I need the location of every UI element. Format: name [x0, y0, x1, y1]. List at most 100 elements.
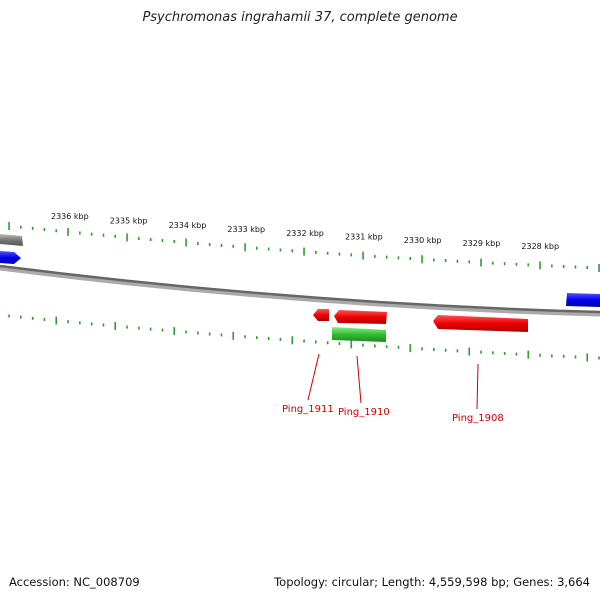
lower-scale-minor-tick	[208, 332, 211, 336]
gene-label-ping-1911[interactable]: Ping_1911	[282, 404, 334, 415]
lower-scale-minor-tick	[326, 341, 329, 345]
lower-scale-minor-tick	[79, 321, 81, 325]
upper-scale-minor-tick	[374, 254, 376, 258]
lower-scale-minor-tick	[480, 350, 482, 354]
lower-scale-minor-tick	[256, 336, 258, 340]
leader-line-ping-1910	[356, 355, 362, 404]
upper-scale-major-tick	[126, 233, 128, 242]
gene-arrow-ping-1908[interactable]	[433, 315, 528, 332]
lower-scale-minor-tick	[362, 343, 364, 347]
lower-scale-minor-tick	[161, 328, 164, 332]
upper-scale-major-tick	[480, 258, 482, 267]
upper-scale-minor-tick	[291, 249, 294, 253]
gene-label-ping-1910[interactable]: Ping_1910	[338, 407, 390, 418]
leader-line-ping-1911	[307, 353, 320, 401]
accession-label: Accession: NC_008709	[9, 575, 140, 589]
upper-scale-minor-tick	[90, 232, 93, 236]
upper-scale-major-tick	[8, 222, 10, 230]
upper-scale-minor-tick	[43, 228, 46, 232]
upper-scale-minor-tick	[55, 229, 58, 233]
upper-scale-minor-tick	[574, 265, 577, 269]
lower-scale-minor-tick	[456, 349, 459, 353]
gene-arrow-ping-1910[interactable]	[334, 310, 387, 324]
lower-scale-minor-tick	[539, 353, 541, 357]
upper-scale-major-tick	[244, 243, 246, 252]
genome-summary: Topology: circular; Length: 4,559,598 bp…	[274, 575, 590, 589]
upper-scale-minor-tick	[338, 252, 341, 256]
upper-scale-minor-tick	[138, 236, 140, 240]
lower-scale-major-tick	[527, 350, 530, 359]
lower-scale-minor-tick	[492, 351, 494, 355]
upper-scale-minor-tick	[444, 259, 447, 263]
upper-scale-minor-tick	[161, 239, 164, 243]
gene-arrow-blue-left[interactable]	[0, 251, 21, 264]
gene-label-ping-1908[interactable]: Ping_1908	[452, 413, 504, 424]
upper-scale-minor-tick	[267, 247, 270, 251]
kbp-scale-labels: 2336 kbp 2335 kbp 2334 kbp 2333 kbp 2332 kbp…	[51, 212, 559, 251]
lower-scale-major-tick	[586, 353, 589, 362]
upper-scale-major-tick	[598, 263, 600, 272]
upper-scale-major-tick	[421, 255, 423, 264]
lower-scale-minor-tick	[279, 337, 282, 341]
upper-scale-minor-tick	[279, 248, 282, 252]
upper-scale-minor-tick	[79, 231, 81, 235]
kbp-label: 2334 kbp	[169, 221, 207, 230]
lower-scale-minor-tick	[574, 355, 577, 359]
lower-scale-major-tick	[291, 336, 294, 345]
upper-scale-minor-tick	[114, 234, 117, 238]
upper-scale-minor-tick	[456, 259, 459, 263]
upper-scale-minor-tick	[562, 264, 565, 268]
lower-scale-major-tick	[173, 327, 176, 336]
lower-scale-major-tick	[55, 316, 58, 325]
gene-arrow-green-reverse[interactable]	[332, 327, 386, 342]
upper-scale-minor-tick	[515, 262, 518, 266]
lower-scale-major-tick	[114, 322, 117, 331]
lower-scale-major-tick	[409, 344, 412, 353]
kbp-label: 2329 kbp	[463, 239, 501, 248]
genome-backbone	[0, 264, 600, 314]
lower-scale-major-tick	[350, 340, 353, 349]
gene-arrow-ping-1911[interactable]	[313, 309, 329, 321]
lower-scale-minor-tick	[220, 333, 223, 337]
lower-scale-minor-tick	[8, 314, 10, 318]
upper-scale-minor-tick	[31, 226, 34, 230]
kbp-label: 2331 kbp	[345, 233, 383, 242]
lower-scale-minor-tick	[433, 348, 435, 352]
upper-scale-minor-tick	[220, 243, 223, 247]
lower-scale-minor-tick	[315, 340, 317, 344]
lower-scale-minor-tick	[503, 351, 506, 355]
upper-scale-minor-tick	[551, 264, 553, 268]
lower-scale-minor-tick	[551, 354, 553, 358]
lower-scale-minor-tick	[90, 322, 93, 326]
lower-scale-minor-tick	[43, 317, 46, 321]
lower-scale-minor-tick	[185, 330, 187, 334]
gene-arrow-blue-right[interactable]	[566, 293, 600, 307]
upper-scale-minor-tick	[409, 257, 412, 261]
upper-scale-minor-tick	[326, 251, 329, 255]
lower-scale-minor-tick	[303, 339, 305, 343]
kbp-label: 2332 kbp	[286, 229, 324, 238]
upper-scale-minor-tick	[468, 260, 471, 264]
lower-scale-minor-tick	[444, 348, 447, 352]
lower-scale-minor-tick	[598, 356, 600, 360]
lower-scale-minor-tick	[102, 323, 105, 327]
lower-scale-minor-tick	[374, 344, 376, 348]
upper-scale-minor-tick	[385, 255, 388, 259]
lower-scale-minor-tick	[397, 345, 400, 349]
upper-scale-minor-tick	[232, 244, 235, 248]
lower-scale-minor-tick	[20, 315, 22, 319]
kbp-label: 2333 kbp	[227, 225, 265, 234]
kbp-label: 2330 kbp	[404, 236, 442, 245]
lower-scale-minor-tick	[244, 335, 246, 339]
kbp-label: 2328 kbp	[521, 242, 559, 251]
lower-scale-minor-tick	[562, 354, 565, 358]
lower-scale-minor-tick	[267, 337, 270, 341]
lower-scale-minor-tick	[197, 331, 199, 335]
upper-scale-minor-tick	[197, 241, 199, 245]
upper-scale-minor-tick	[149, 237, 152, 241]
kbp-label: 2335 kbp	[110, 216, 148, 225]
lower-scale-major-tick	[468, 347, 471, 356]
kbp-label: 2336 kbp	[51, 212, 89, 221]
upper-scale-minor-tick	[102, 233, 105, 237]
